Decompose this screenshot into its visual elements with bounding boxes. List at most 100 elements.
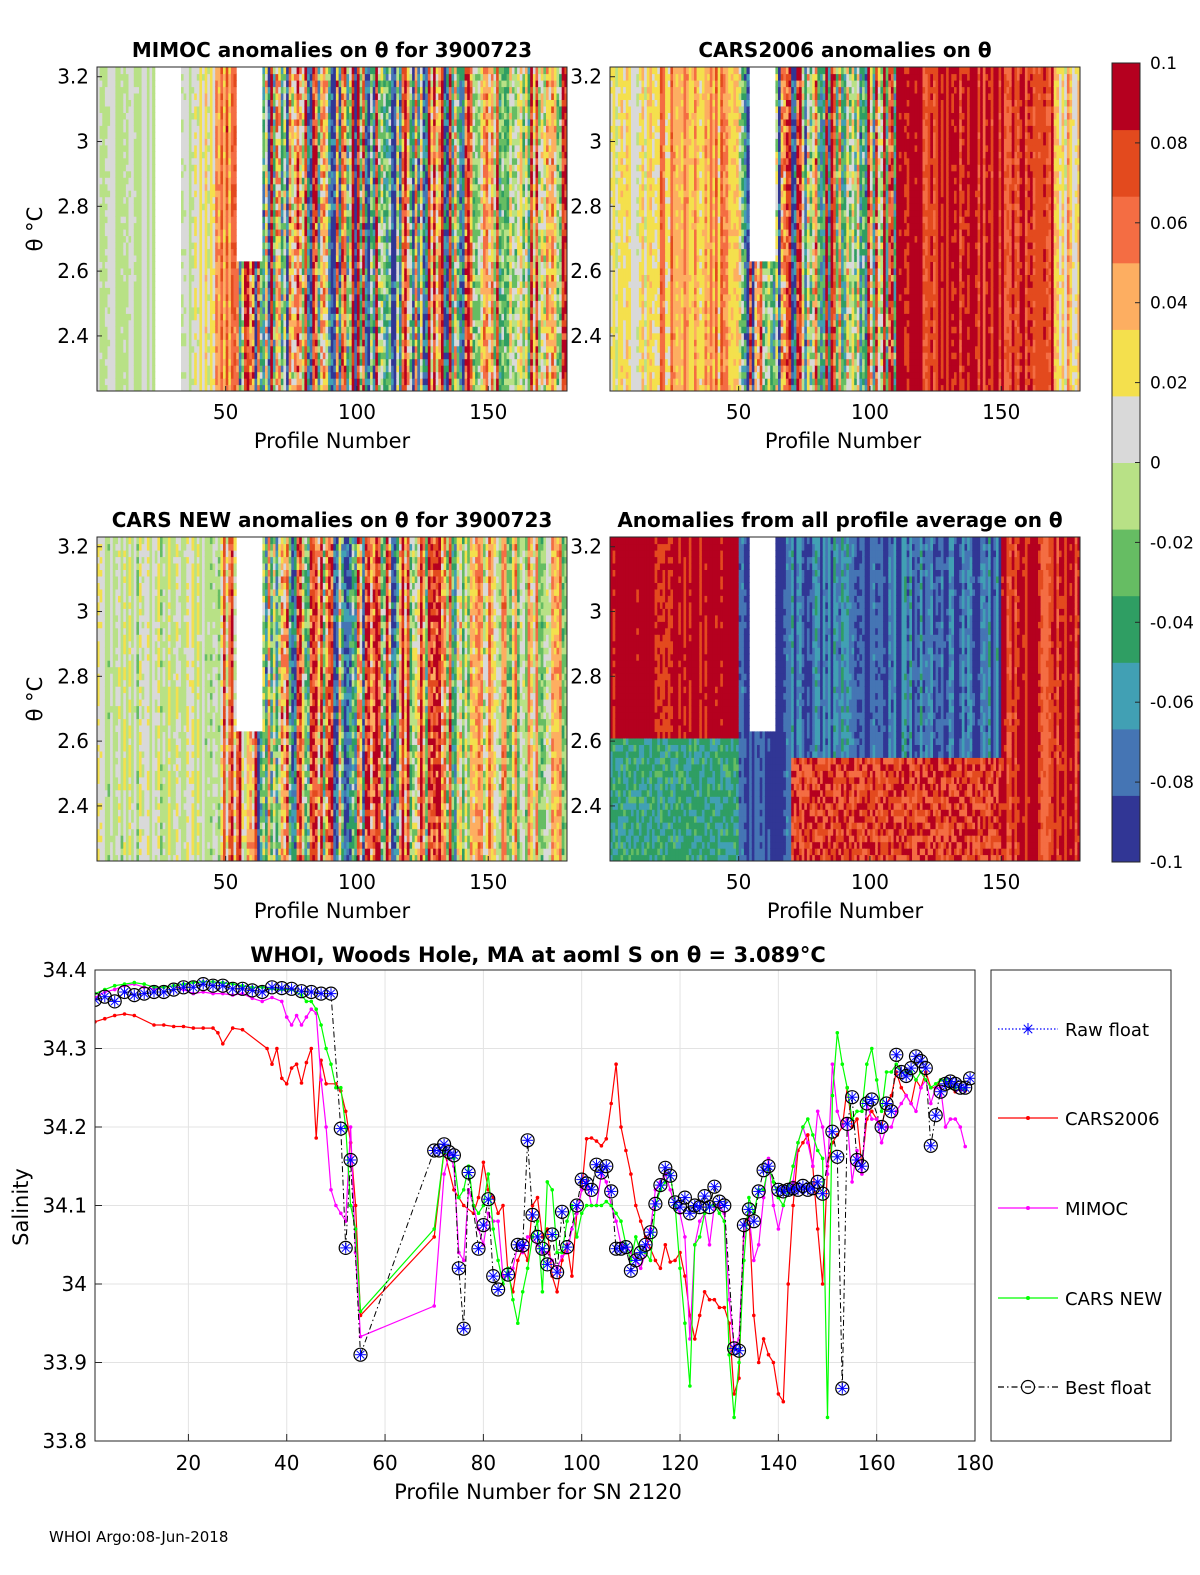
heatmap-cell [144, 326, 148, 334]
heatmap-cell [377, 248, 382, 256]
heatmap-cell [233, 170, 237, 178]
heatmap-cell [275, 164, 279, 172]
heatmap-cell [202, 67, 206, 75]
heatmap-cell [220, 80, 224, 88]
heatmap-cell [338, 384, 342, 391]
heatmap-cell [209, 157, 214, 165]
heatmap-cell [183, 170, 187, 178]
heatmap-cell [349, 209, 353, 217]
heatmap-cell [259, 261, 263, 269]
heatmap-cell [202, 73, 206, 81]
heatmap-cell [125, 274, 130, 282]
heatmap-cell [183, 235, 187, 243]
heatmap-cell [391, 164, 395, 172]
heatmap-cell [139, 99, 143, 107]
heatmap-cell [215, 196, 219, 204]
heatmap-cell [110, 306, 114, 314]
heatmap-cell [220, 164, 224, 172]
heatmap-cell [385, 384, 389, 391]
heatmap-cell [372, 170, 376, 178]
heatmap-cell [133, 293, 137, 301]
heatmap-cell [396, 164, 400, 172]
heatmap-cell [202, 384, 206, 391]
heatmap-cell [288, 280, 292, 288]
heatmap-cell [333, 125, 337, 133]
heatmap-cell [212, 138, 216, 146]
heatmap-cell [152, 118, 156, 126]
heatmap-cell [217, 319, 221, 327]
heatmap-cell [152, 183, 156, 191]
heatmap-cell [293, 332, 298, 340]
heatmap-cell [299, 196, 303, 204]
heatmap-cell [325, 326, 329, 334]
heatmap-cell [215, 105, 219, 113]
heatmap-cell [220, 254, 224, 262]
heatmap-cell [299, 222, 303, 230]
heatmap-cell [383, 345, 387, 353]
heatmap-cell [139, 229, 143, 237]
heatmap-cell [254, 352, 258, 360]
heatmap-cell [228, 125, 232, 133]
heatmap-cell [364, 86, 368, 94]
heatmap-cell [351, 86, 355, 94]
heatmap-cell [283, 209, 287, 217]
heatmap-cell [144, 365, 148, 373]
heatmap-cell [283, 274, 287, 282]
heatmap-cell [351, 229, 355, 237]
heatmap-cell [233, 183, 237, 191]
heatmap-cell [346, 177, 350, 185]
heatmap-cell [97, 92, 101, 100]
heatmap-cell [204, 332, 208, 340]
heatmap-cell [362, 164, 366, 172]
heatmap-cell [104, 267, 109, 275]
heatmap-cell [257, 300, 261, 308]
heatmap-cell [354, 183, 358, 191]
heatmap-cell [293, 80, 298, 88]
heatmap-cell [396, 196, 400, 204]
heatmap-cell [212, 261, 216, 269]
heatmap-cell [270, 345, 274, 353]
heatmap-cell [225, 306, 229, 314]
heatmap-cell [186, 365, 190, 373]
heatmap-cell [335, 280, 340, 288]
heatmap-cell [288, 371, 292, 379]
heatmap-cell [296, 280, 300, 288]
heatmap-cell [296, 157, 300, 165]
heatmap-cell [149, 306, 153, 314]
heatmap-cell [267, 274, 271, 282]
heatmap-cell [372, 261, 376, 269]
heatmap-cell [388, 313, 392, 321]
heatmap-cell [367, 254, 371, 262]
heatmap-cell [278, 229, 282, 237]
heatmap-cell [207, 371, 211, 379]
heatmap-cell [354, 125, 358, 133]
heatmap-cell [246, 378, 250, 386]
heatmap-cell [333, 326, 337, 334]
heatmap-cell [128, 287, 132, 295]
heatmap-cell [139, 267, 143, 275]
heatmap-cell [364, 332, 368, 340]
heatmap-cell [107, 248, 111, 256]
heatmap-cell [136, 216, 140, 224]
heatmap-cell [139, 384, 143, 391]
heatmap-cell [217, 332, 221, 340]
heatmap-cell [291, 73, 295, 81]
heatmap-cell [107, 125, 111, 133]
heatmap-cell [328, 196, 332, 204]
heatmap-cell [351, 365, 355, 373]
heatmap-cell [280, 287, 284, 295]
heatmap-cell [120, 138, 124, 146]
heatmap-cell [309, 345, 313, 353]
heatmap-cell [202, 248, 206, 256]
heatmap-cell [380, 293, 384, 301]
heatmap-cell [272, 144, 277, 152]
heatmap-cell [396, 332, 400, 340]
heatmap-cell [341, 248, 345, 256]
heatmap-cell [280, 242, 284, 250]
heatmap-cell [254, 345, 258, 353]
heatmap-cell [136, 384, 140, 391]
heatmap-cell [341, 164, 345, 172]
heatmap-cell [343, 313, 347, 321]
heatmap-cell [125, 196, 130, 204]
heatmap-cell [343, 203, 347, 211]
